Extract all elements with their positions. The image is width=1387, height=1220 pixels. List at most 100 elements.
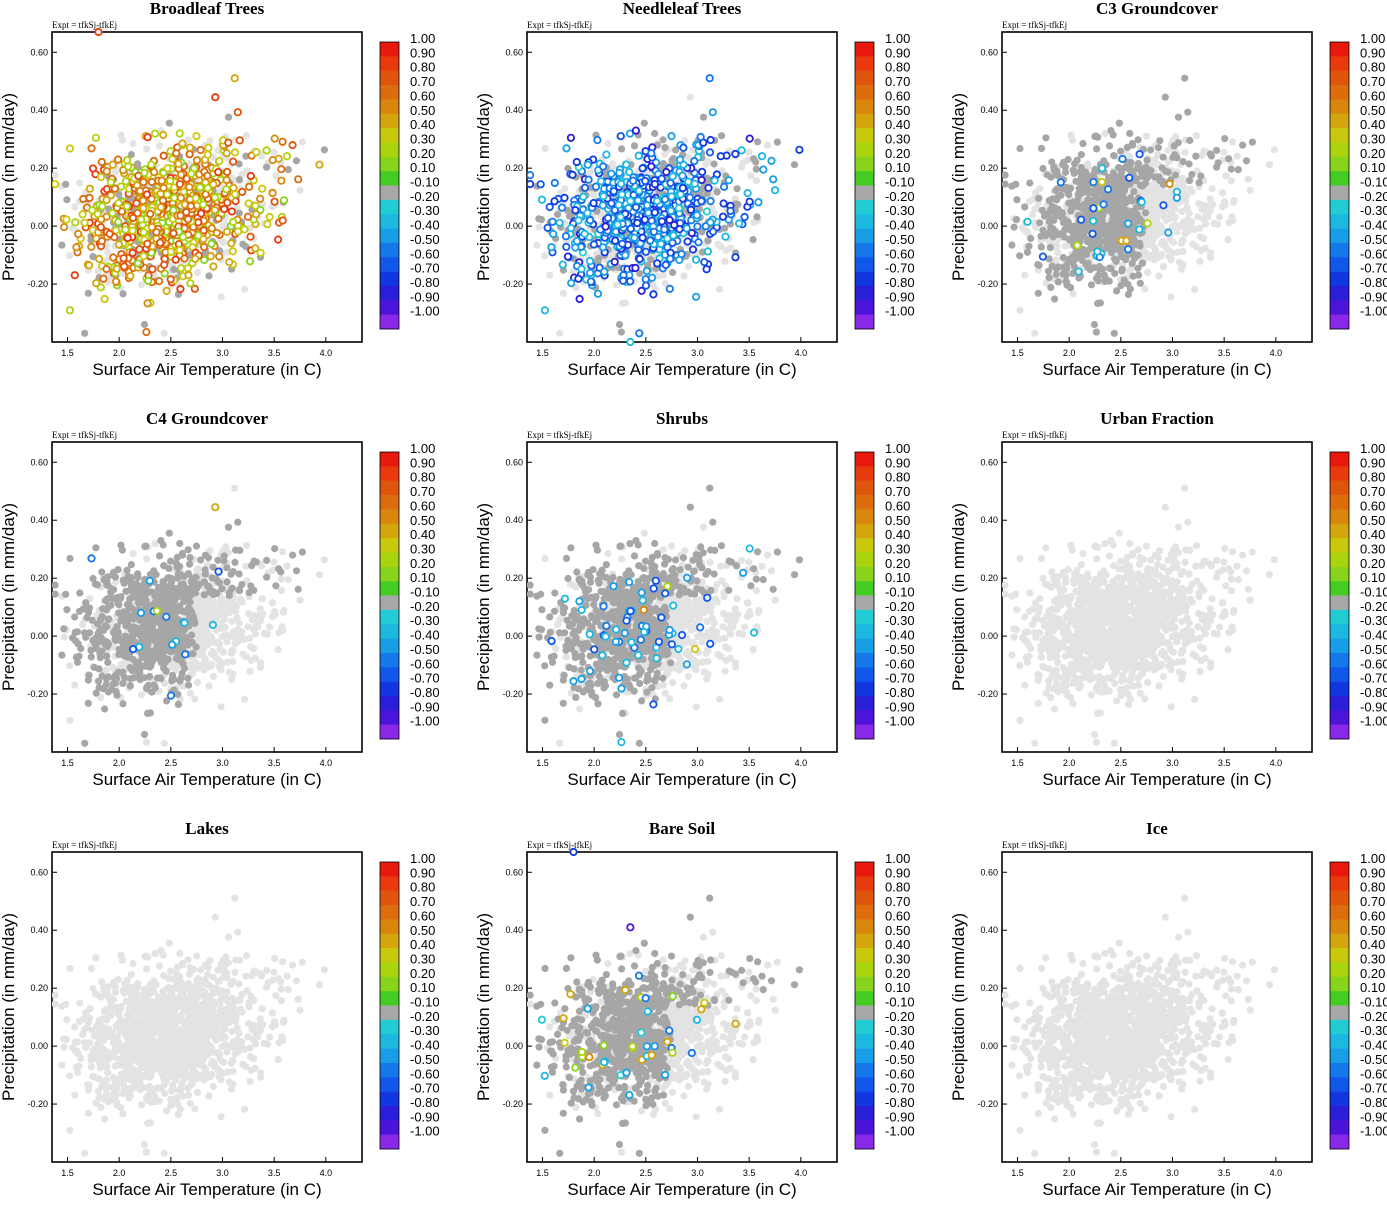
data-point: [1021, 272, 1028, 279]
data-point: [161, 740, 168, 747]
data-point-colored: [598, 178, 604, 184]
data-point: [716, 286, 723, 293]
data-point: [1073, 203, 1080, 210]
colorbar-label: 0.10: [1360, 160, 1385, 175]
data-point-colored: [1139, 199, 1145, 205]
colorbar-label: 0.90: [1360, 45, 1385, 60]
data-point-colored: [1099, 165, 1105, 171]
data-point: [670, 155, 677, 162]
data-point-colored: [600, 244, 606, 250]
data-point: [1016, 145, 1023, 152]
data-point: [1160, 154, 1167, 161]
data-point-colored: [746, 199, 752, 205]
data-point-colored: [642, 178, 648, 184]
colorbar-label: -0.90: [410, 289, 440, 304]
colorbar-swatch: [380, 114, 399, 129]
colorbar-label: 0.40: [410, 117, 435, 132]
data-point: [1225, 155, 1232, 162]
colorbar-swatch: [380, 272, 399, 287]
data-point: [613, 281, 620, 288]
colorbar-label: 0.50: [885, 103, 910, 118]
data-point: [714, 241, 721, 248]
data-point: [1194, 213, 1201, 220]
data-point-colored: [1123, 238, 1129, 244]
data-point: [1143, 157, 1150, 164]
data-point-colored: [550, 231, 556, 237]
data-point-colored: [295, 176, 301, 182]
data-point: [1178, 266, 1185, 273]
data-point: [560, 290, 567, 297]
data-point: [1013, 196, 1020, 203]
data-point-colored: [99, 203, 105, 209]
data-point-colored: [235, 228, 241, 234]
data-point-colored: [593, 183, 599, 189]
colorbar-label: 0.10: [410, 160, 435, 175]
data-point-colored: [670, 232, 676, 238]
colorbar-label: 0.70: [1360, 74, 1385, 89]
data-point: [1249, 139, 1256, 146]
data-point: [239, 241, 246, 248]
colorbar-label: 0.90: [885, 45, 910, 60]
data-point-colored: [619, 241, 625, 247]
colorbar-swatch: [855, 99, 874, 114]
data-point-colored: [223, 186, 229, 192]
data-point-colored: [232, 149, 238, 155]
data-point: [1121, 277, 1128, 284]
data-point: [1083, 200, 1090, 207]
data-point: [1155, 144, 1162, 151]
data-point-colored: [690, 246, 696, 252]
data-point-colored: [215, 169, 221, 175]
data-point-colored: [654, 260, 660, 266]
data-point: [1122, 256, 1129, 263]
data-point: [283, 563, 290, 570]
data-point: [1124, 212, 1131, 219]
data-point: [1087, 237, 1094, 244]
data-point-colored: [634, 220, 640, 226]
data-point-colored: [224, 169, 230, 175]
colorbar-label: -1.00: [885, 304, 915, 319]
colorbar-swatch: [1330, 99, 1349, 114]
data-point-colored: [133, 200, 139, 206]
data-point-colored: [710, 228, 716, 234]
data-point-colored: [677, 157, 683, 163]
data-point-colored: [110, 254, 116, 260]
data-point: [194, 269, 201, 276]
data-point-colored: [643, 249, 649, 255]
data-point-colored: [572, 244, 578, 250]
panel-title: Broadleaf Trees: [150, 0, 265, 18]
data-point: [1035, 195, 1042, 202]
data-point: [225, 114, 232, 121]
data-point-colored: [221, 206, 227, 212]
data-point: [711, 160, 718, 167]
data-point-colored: [574, 159, 580, 165]
data-point: [1094, 300, 1101, 307]
data-point-colored: [578, 266, 584, 272]
colorbar-swatch: [380, 128, 399, 143]
data-point: [1147, 146, 1154, 153]
data-point-colored: [160, 197, 166, 203]
x-tick-label: 3.0: [1166, 348, 1179, 358]
data-point: [220, 239, 227, 246]
data-point: [1184, 109, 1191, 116]
data-point: [747, 172, 754, 179]
data-point-colored: [643, 282, 649, 288]
data-point: [1088, 281, 1095, 288]
data-point: [1181, 75, 1188, 82]
data-point-colored: [143, 329, 149, 335]
colorbar-swatch: [380, 243, 399, 258]
data-point-colored: [705, 185, 711, 191]
data-point-colored: [645, 210, 651, 216]
data-point-colored: [619, 191, 625, 197]
data-point: [604, 140, 611, 147]
data-point: [1159, 164, 1166, 171]
data-point: [1079, 227, 1086, 234]
data-point: [285, 166, 292, 173]
data-point-colored: [205, 145, 211, 151]
data-point: [1117, 177, 1124, 184]
data-point: [1207, 249, 1214, 256]
data-point-colored: [185, 272, 191, 278]
data-point-colored: [210, 263, 216, 269]
data-point: [1067, 132, 1074, 139]
expt-label: Expt = tfkSj-tfkEj: [52, 430, 117, 440]
